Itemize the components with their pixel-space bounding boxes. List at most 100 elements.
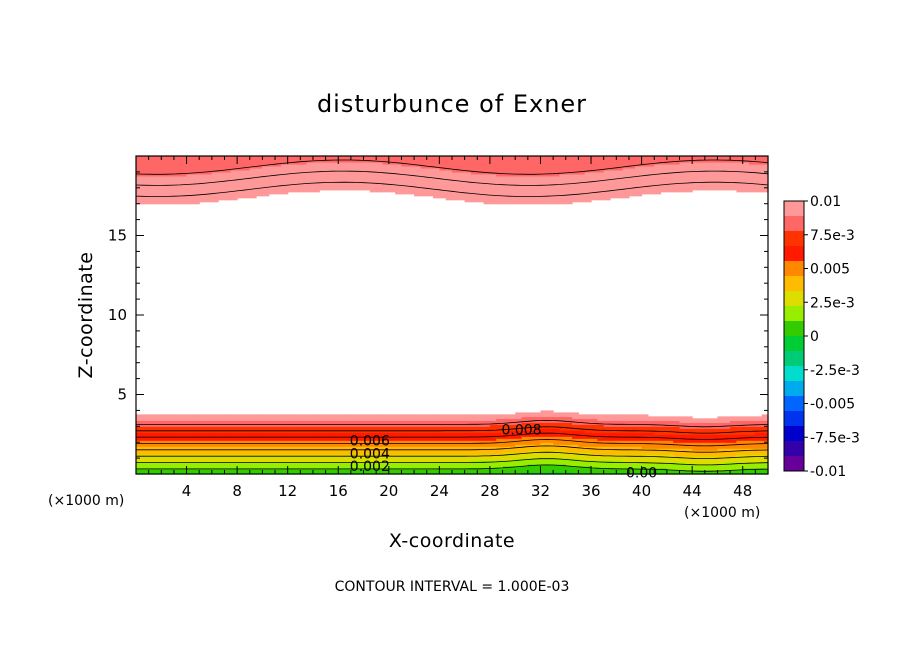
contour-cell: [483, 175, 491, 179]
contour-cell: [369, 444, 377, 447]
contour-cell: [603, 470, 611, 473]
contour-cell: [622, 193, 630, 197]
contour-cell: [692, 454, 700, 457]
contour-cell: [546, 193, 554, 197]
contour-cell: [142, 167, 150, 171]
contour-cell: [312, 460, 320, 463]
contour-cell: [540, 179, 548, 183]
contour-cell: [294, 418, 301, 421]
contour-cell: [161, 470, 169, 473]
contour-cell: [376, 179, 384, 183]
contour-cell: [420, 454, 428, 457]
contour-cell: [534, 185, 542, 189]
contour-cell: [376, 440, 384, 443]
contour-cell: [458, 177, 466, 181]
contour-cell: [180, 466, 188, 469]
contour-cell: [357, 470, 365, 473]
contour-cell: [496, 185, 504, 189]
contour-cell: [610, 163, 617, 167]
contour-cell: [306, 156, 314, 159]
contour-cell: [553, 466, 561, 469]
contour-cell: [654, 169, 662, 173]
contour-cell: [704, 420, 712, 423]
contour-cell: [755, 440, 763, 443]
contour-cell: [502, 420, 510, 423]
contour-cell: [205, 470, 213, 473]
contour-cell: [723, 440, 731, 443]
contour-cell: [553, 458, 561, 461]
contour-cell: [736, 159, 744, 163]
contour-cell: [382, 466, 390, 469]
contour-cell: [407, 189, 415, 193]
contour-cell: [249, 185, 257, 189]
contour-cell: [224, 422, 232, 425]
contour-cell: [749, 472, 756, 475]
contour-cell: [730, 156, 737, 159]
contour-cell: [262, 173, 270, 177]
contour-cell: [628, 163, 636, 167]
contour-cell: [186, 452, 194, 455]
contour-cell: [628, 454, 636, 457]
contour-cell: [136, 438, 143, 441]
contour-cell: [616, 434, 624, 437]
contour-cell: [350, 440, 358, 443]
contour-cell: [420, 472, 428, 475]
contour-cell: [161, 460, 169, 463]
contour-cell: [660, 422, 668, 425]
contour-cell: [338, 426, 346, 429]
contour-cell: [180, 201, 188, 205]
contour-cell: [344, 167, 352, 171]
contour-cell: [180, 418, 188, 421]
contour-cell: [603, 454, 611, 457]
contour-cell: [755, 466, 763, 469]
contour-cell: [420, 173, 428, 177]
contour-cell: [142, 452, 150, 455]
contour-cell: [559, 157, 567, 161]
contour-cell: [736, 189, 744, 193]
contour-cell: [369, 420, 377, 423]
contour-cell: [496, 181, 504, 185]
contour-cell: [540, 424, 548, 427]
contour-cell: [186, 470, 194, 473]
contour-cell: [249, 458, 257, 461]
contour-cell: [515, 460, 523, 463]
contour-cell: [407, 185, 415, 189]
contour-cell: [723, 460, 731, 463]
contour-cell: [635, 161, 643, 165]
contour-cell: [249, 454, 257, 457]
contour-cell: [180, 169, 188, 173]
contour-cell: [445, 159, 453, 163]
contour-cell: [622, 195, 630, 199]
contour-cell: [534, 197, 542, 201]
contour-cell: [723, 422, 731, 425]
contour-cell: [401, 416, 409, 419]
contour-cell: [540, 440, 548, 443]
contour-cell: [477, 456, 485, 459]
contour-cell: [622, 161, 630, 165]
contour-cell: [603, 161, 611, 165]
contour-cell: [572, 159, 579, 163]
contour-cell: [565, 422, 573, 425]
contour-cell: [464, 195, 472, 199]
contour-cell: [287, 444, 295, 447]
contour-cell: [344, 444, 352, 447]
contour-cell: [736, 165, 744, 169]
contour-cell: [717, 440, 725, 443]
contour-cell: [477, 432, 485, 435]
contour-cell: [464, 444, 472, 447]
contour-cell: [306, 430, 314, 433]
contour-cell: [395, 414, 403, 417]
contour-cell: [654, 448, 662, 451]
contour-cell: [470, 175, 478, 179]
contour-cell: [559, 195, 567, 199]
contour-cell: [527, 456, 535, 459]
contour-cell: [565, 454, 573, 457]
contour-cell: [654, 440, 662, 443]
contour-cell: [483, 156, 491, 159]
contour-cell: [610, 418, 617, 421]
contour-cell: [319, 159, 327, 163]
contour-cell: [477, 460, 485, 463]
contour-cell: [584, 199, 592, 203]
contour-cell: [685, 430, 693, 433]
contour-cell: [711, 156, 719, 159]
